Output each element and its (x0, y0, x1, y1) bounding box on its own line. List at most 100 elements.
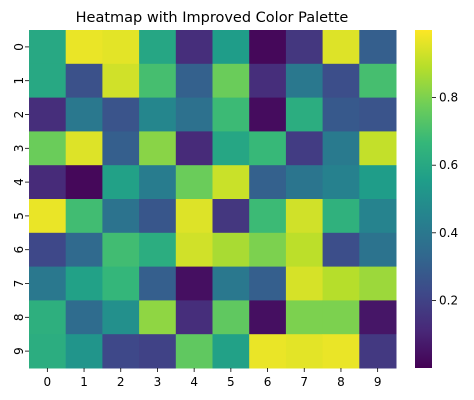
heatmap-cell-8-7 (285, 300, 324, 335)
heatmap-cell-6-8 (322, 232, 360, 268)
heatmap-cell-6-6 (249, 232, 287, 268)
heatmap-cell-0-1 (65, 30, 103, 65)
heatmap-cell-9-7 (285, 334, 324, 369)
heatmap-cell-1-7 (285, 63, 324, 99)
heatmap-cell-8-6 (249, 300, 287, 335)
colorbar-tick-label-1: 0.4 (439, 226, 458, 240)
y-tick-label-4: 4 (12, 178, 26, 186)
heatmap-cell-2-4 (175, 97, 213, 132)
heatmap-cell-7-5 (212, 266, 250, 301)
heatmap-cell-6-4 (175, 232, 213, 268)
x-tick-label-1: 1 (80, 375, 88, 389)
heatmap-cell-1-1 (65, 63, 103, 99)
heatmap-cell-8-0 (29, 300, 67, 335)
heatmap-cell-1-2 (102, 63, 140, 99)
x-tick-label-5: 5 (227, 375, 235, 389)
heatmap-cell-3-7 (285, 131, 324, 166)
x-tick-label-3: 3 (154, 375, 162, 389)
heatmap-cell-9-3 (139, 334, 177, 369)
heatmap-cell-2-8 (322, 97, 360, 132)
heatmap-cell-1-9 (359, 63, 397, 99)
heatmap-cell-3-6 (249, 131, 287, 166)
y-tick-label-5: 5 (12, 212, 26, 220)
heatmap-cell-6-7 (285, 232, 324, 268)
heatmap-cell-8-2 (102, 300, 140, 335)
x-axis-ticks: 0 1 2 3 4 5 6 7 8 9 (44, 368, 382, 389)
heatmap-cell-1-6 (249, 63, 287, 99)
heatmap-cell-4-4 (175, 165, 213, 200)
x-tick-label-2: 2 (117, 375, 125, 389)
heatmap-cell-3-1 (65, 131, 103, 166)
x-tick-label-4: 4 (190, 375, 198, 389)
heatmap-cell-0-0 (29, 30, 67, 65)
y-tick-label-9: 9 (12, 347, 26, 355)
chart-title: Heatmap with Improved Color Palette (76, 10, 349, 26)
heatmap-cell-1-0 (29, 63, 67, 99)
heatmap-cell-7-0 (29, 266, 67, 301)
y-tick-label-1: 1 (12, 77, 26, 85)
heatmap-cell-8-1 (65, 300, 103, 335)
y-tick-label-6: 6 (12, 246, 26, 254)
y-tick-label-7: 7 (12, 280, 26, 288)
heatmap-cell-4-5 (212, 165, 250, 200)
y-tick-label-8: 8 (12, 313, 26, 321)
heatmap-cell-9-6 (249, 334, 287, 369)
heatmap-cell-2-3 (139, 97, 177, 132)
heatmap-cell-0-9 (359, 30, 397, 65)
heatmap-cell-5-3 (139, 199, 177, 234)
heatmap-cell-9-4 (175, 334, 213, 369)
x-tick-label-8: 8 (337, 375, 345, 389)
x-tick-label-7: 7 (300, 375, 308, 389)
heatmap-cell-5-1 (65, 199, 103, 234)
heatmap-cell-9-0 (29, 334, 67, 369)
colorbar-tick-label-0: 0.2 (439, 293, 458, 307)
heatmap-cell-5-2 (102, 199, 140, 234)
heatmap-cell-1-4 (175, 63, 213, 99)
heatmap-cell-9-8 (322, 334, 360, 369)
heatmap-cell-2-7 (285, 97, 324, 132)
y-tick-label-2: 2 (12, 111, 26, 119)
heatmap-cell-6-5 (212, 232, 250, 268)
heatmap-cell-2-6 (249, 97, 287, 132)
heatmap-cell-2-0 (29, 97, 67, 132)
heatmap-cell-6-2 (102, 232, 140, 268)
heatmap-cell-2-5 (212, 97, 250, 132)
heatmap-cell-6-0 (29, 232, 67, 268)
heatmap-cell-8-3 (139, 300, 177, 335)
heatmap-cell-5-7 (285, 199, 324, 234)
heatmap-cell-7-7 (285, 266, 324, 301)
heatmap-cell-5-6 (249, 199, 287, 234)
heatmap-cell-4-7 (285, 165, 324, 200)
heatmap-cell-0-5 (212, 30, 250, 65)
x-tick-label-9: 9 (374, 375, 382, 389)
heatmap-cell-3-5 (212, 131, 250, 166)
heatmap-cell-5-8 (322, 199, 360, 234)
heatmap-cell-9-9 (359, 334, 397, 369)
heatmap-cell-4-1 (65, 165, 103, 200)
heatmap-cell-7-2 (102, 266, 140, 301)
heatmap-cell-8-8 (322, 300, 360, 335)
heatmap-cell-9-2 (102, 334, 140, 369)
heatmap-cell-6-9 (359, 232, 397, 268)
heatmap-cell-0-2 (102, 30, 140, 65)
heatmap-cell-8-5 (212, 300, 250, 335)
heatmap-cell-5-9 (359, 199, 397, 234)
heatmap-cell-3-3 (139, 131, 177, 166)
heatmap-cell-1-8 (322, 63, 360, 99)
heatmap-cell-7-4 (175, 266, 213, 301)
heatmap-cell-7-8 (322, 266, 360, 301)
heatmap-cell-0-4 (175, 30, 213, 65)
heatmap-cell-4-3 (139, 165, 177, 200)
heatmap-cell-9-1 (65, 334, 103, 369)
heatmap-cell-0-7 (285, 30, 324, 65)
colorbar-ticks: 0.2 0.4 0.6 0.8 (432, 91, 458, 307)
y-axis-ticks: 0 1 2 3 4 5 6 7 8 9 (12, 43, 29, 355)
heatmap-cell-7-9 (359, 266, 397, 301)
heatmap-cell-5-4 (175, 199, 213, 234)
heatmap-cell-3-0 (29, 131, 67, 166)
x-tick-label-6: 6 (264, 375, 272, 389)
heatmap-cells (29, 30, 397, 369)
heatmap-cell-5-5 (212, 199, 250, 234)
